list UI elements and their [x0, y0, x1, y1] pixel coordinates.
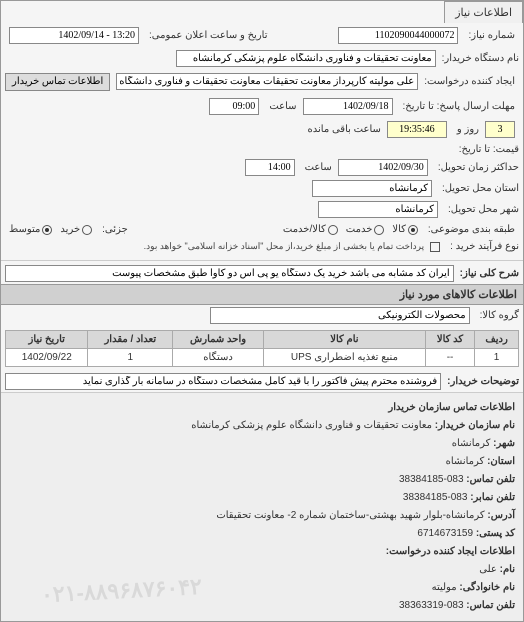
cell-name: منبع تغذیه اضطراری UPS [263, 349, 425, 367]
radio-both-label: کالا/خدمت [283, 224, 326, 235]
process-label: نوع فرآیند خرید : [450, 241, 519, 252]
delivery-time [245, 159, 295, 176]
title-label: شرح کلی نیاز: [460, 268, 519, 279]
group-label: گروه کالا: [480, 310, 519, 321]
th-date: تاریخ نیاز [6, 331, 88, 349]
table-row: 1 -- منبع تغذیه اضطراری UPS دستگاه 1 140… [6, 349, 519, 367]
c-fax-label: تلفن نمابر: [470, 492, 515, 503]
delivery-date [338, 159, 428, 176]
announce-datetime [9, 27, 139, 44]
remain-day-label: روز و [457, 124, 479, 135]
radio-goods-label: کالا [392, 224, 406, 235]
need-number [338, 27, 458, 44]
c-ctel: 083-38363319 [399, 600, 464, 611]
partial-label: جزئی: [102, 224, 128, 235]
th-code: کد کالا [425, 331, 474, 349]
goods-group [210, 307, 470, 324]
c-addr-label: آدرس: [487, 510, 515, 521]
buyer-org [176, 50, 436, 67]
c-name-label: نام: [500, 564, 515, 575]
radio-buy-label: خرید [60, 224, 80, 235]
number-label: شماره نیاز: [468, 30, 515, 41]
radio-medium[interactable] [42, 225, 52, 235]
th-qty: تعداد / مقدار [88, 331, 173, 349]
creator-heading: اطلاعات ایجاد کننده درخواست: [9, 543, 515, 561]
contact-heading: اطلاعات تماس سازمان خریدار [9, 399, 515, 417]
c-fax: 083-38384185 [403, 492, 468, 503]
treasury-checkbox[interactable] [430, 242, 440, 252]
c-zip-label: کد پستی: [476, 528, 515, 539]
budget-radio-group: کالا خدمت کالا/خدمت [283, 224, 418, 235]
radio-medium-label: متوسط [9, 224, 40, 235]
province-label: استان محل تحویل: [442, 183, 519, 194]
remain-time-label: ساعت باقی مانده [308, 124, 381, 135]
c-addr: کرمانشاه-بلوار شهید بهشتی-ساختمان شماره … [216, 510, 484, 521]
buyer-contact-button[interactable]: اطلاعات تماس خریدار [5, 73, 110, 91]
remaining-time [387, 121, 447, 138]
buyer-org-label: نام دستگاه خریدار: [442, 53, 519, 64]
goods-section-header: اطلاعات کالاهای مورد نیاز [1, 284, 523, 305]
radio-service-label: خدمت [346, 224, 373, 235]
city-label: شهر محل تحویل: [448, 204, 519, 215]
price-deadline-label: قیمت: تا تاریخ: [459, 144, 519, 155]
requester [116, 73, 418, 90]
cell-index: 1 [475, 349, 519, 367]
c-tel: 083-38384185 [399, 474, 464, 485]
cell-unit: دستگاه [173, 349, 264, 367]
delivery-label: حداکثر زمان تحویل: [438, 162, 519, 173]
send-deadline-label: مهلت ارسال پاسخ: تا تاریخ: [403, 101, 515, 112]
th-index: ردیف [475, 331, 519, 349]
c-family: مولیته [432, 582, 457, 593]
partial-radio-group: خرید متوسط [9, 224, 92, 235]
send-deadline-time [209, 98, 259, 115]
c-family-label: نام خانوادگی: [459, 582, 515, 593]
requester-label: ایجاد کننده درخواست: [424, 76, 515, 87]
th-unit: واحد شمارش [173, 331, 264, 349]
c-prov: کرمانشاه [446, 456, 485, 467]
buyer-note [5, 373, 441, 390]
buyer-note-label: توضیحات خریدار: [447, 376, 519, 387]
time-label-2: ساعت [305, 162, 332, 173]
cell-date: 1402/09/22 [6, 349, 88, 367]
radio-goods[interactable] [408, 225, 418, 235]
need-title [5, 265, 454, 282]
c-org-label: نام سازمان خریدار: [435, 420, 515, 431]
c-ctel-label: تلفن تماس: [466, 600, 515, 611]
time-label-1: ساعت [269, 101, 296, 112]
c-name: علی [479, 564, 497, 575]
send-deadline-date [303, 98, 393, 115]
c-city-label: شهر: [493, 438, 515, 449]
process-note: پرداخت تمام یا بخشی از مبلغ خرید،از محل … [144, 241, 424, 252]
radio-buy[interactable] [82, 225, 92, 235]
goods-table: ردیف کد کالا نام کالا واحد شمارش تعداد /… [5, 330, 519, 367]
radio-both[interactable] [328, 225, 338, 235]
cell-code: -- [425, 349, 474, 367]
datetime-label: تاریخ و ساعت اعلان عمومی: [149, 30, 268, 41]
c-zip: 6714673159 [417, 528, 473, 539]
remaining-days [485, 121, 515, 138]
province [312, 180, 432, 197]
c-prov-label: استان: [487, 456, 515, 467]
c-org: معاونت تحقیقات و فناوری دانشگاه علوم پزش… [191, 420, 432, 431]
c-city: کرمانشاه [452, 438, 491, 449]
tab-need-info[interactable]: اطلاعات نیاز [444, 1, 523, 23]
c-tel-label: تلفن تماس: [466, 474, 515, 485]
radio-service[interactable] [374, 225, 384, 235]
city [318, 201, 438, 218]
th-name: نام کالا [263, 331, 425, 349]
budget-label: طبقه بندی موضوعی: [428, 224, 515, 235]
cell-qty: 1 [88, 349, 173, 367]
